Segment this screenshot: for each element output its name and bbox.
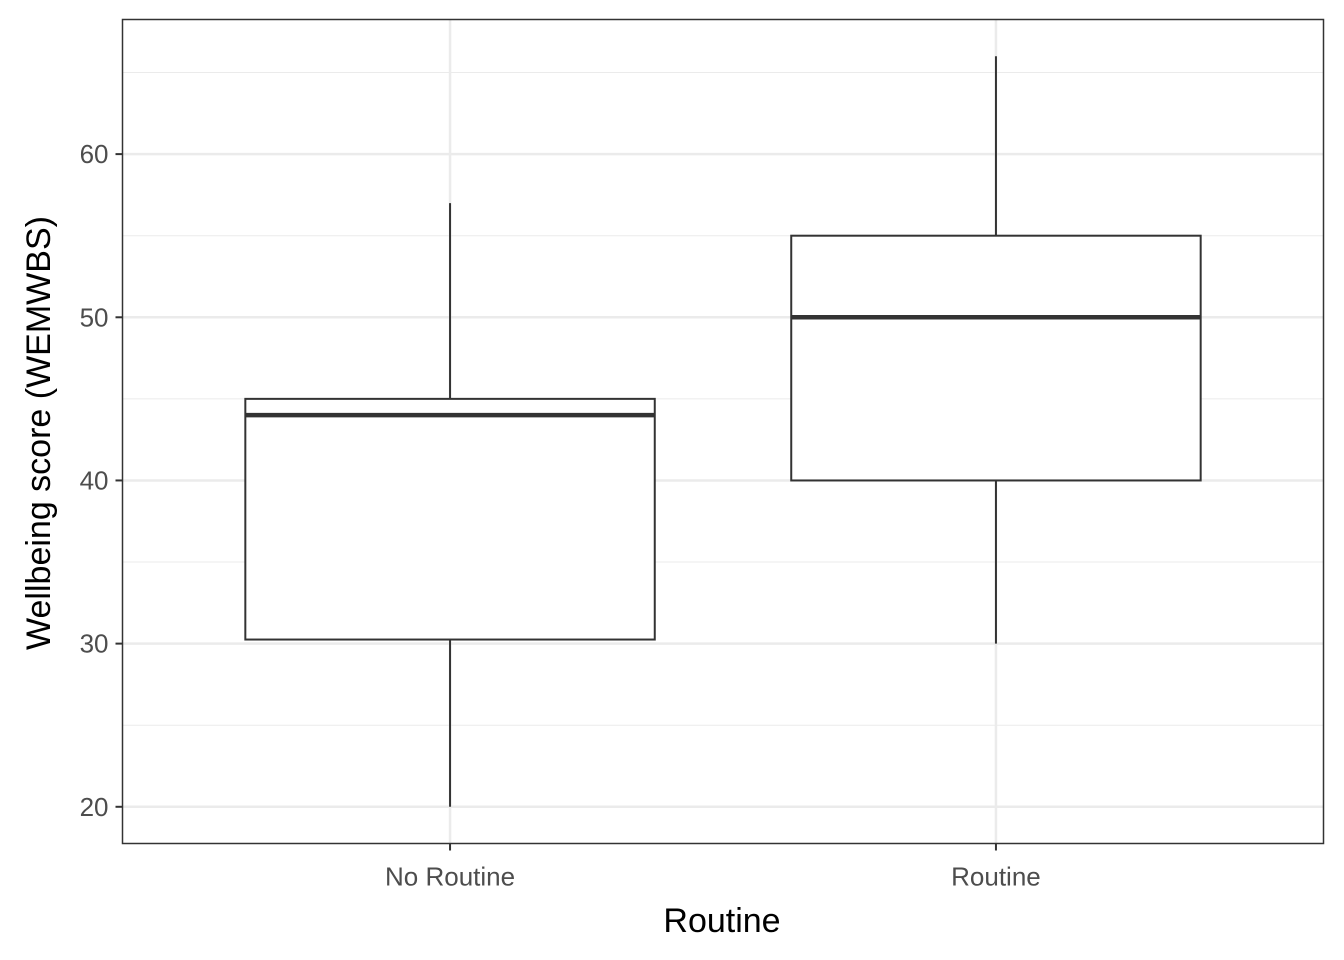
box-no-routine — [244, 203, 656, 807]
y-tick-label: 20 — [80, 792, 109, 822]
panel-border — [121, 18, 1325, 845]
x-tick-label: Routine — [951, 862, 1041, 892]
y-tick-label: 60 — [80, 139, 109, 169]
y-tick-label: 30 — [80, 629, 109, 659]
boxes — [244, 56, 1202, 807]
x-axis-title: Routine — [663, 902, 780, 940]
x-tick-label: No Routine — [385, 862, 515, 892]
box-routine — [790, 56, 1202, 644]
y-tick-label: 50 — [80, 302, 109, 332]
y-axis-title: Wellbeing score (WEMWBS) — [20, 216, 58, 650]
axes: 20 30 40 50 60 No Routine Routine — [80, 139, 1041, 891]
interquartile-box — [244, 397, 656, 641]
interquartile-box — [790, 234, 1202, 482]
y-tick-label: 40 — [80, 465, 109, 495]
